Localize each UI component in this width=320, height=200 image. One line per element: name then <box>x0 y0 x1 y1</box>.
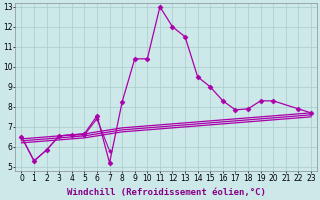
X-axis label: Windchill (Refroidissement éolien,°C): Windchill (Refroidissement éolien,°C) <box>67 188 266 197</box>
